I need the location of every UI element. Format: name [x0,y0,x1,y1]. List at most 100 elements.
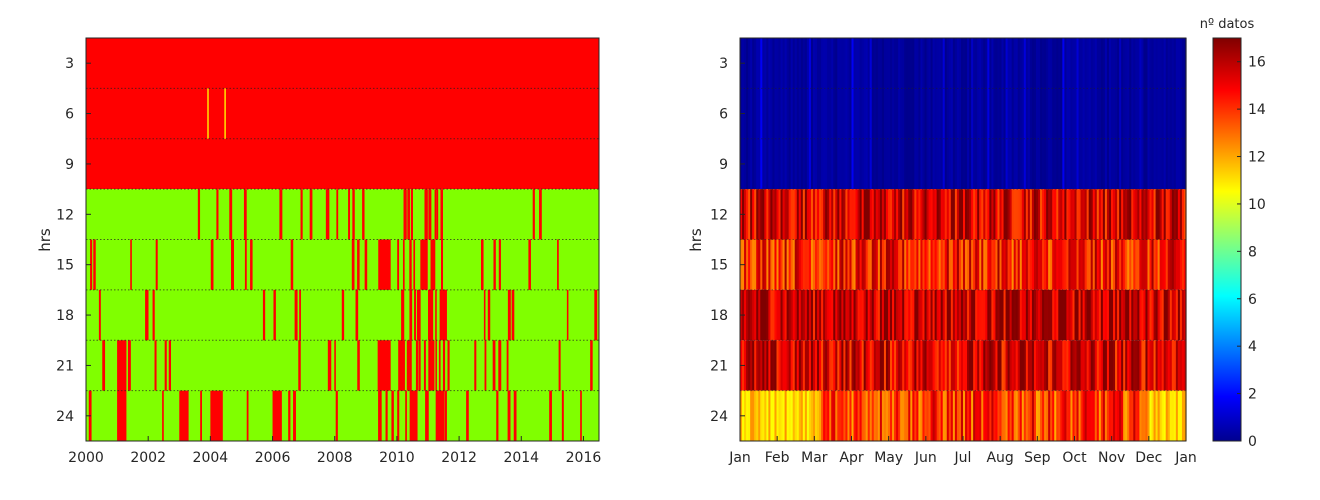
left-missing-stripe [443,289,446,341]
right-heatmap-cell [1094,289,1098,341]
right-heatmap-cell [1054,38,1057,190]
right-heatmap-cell [827,189,830,240]
left-y-tick-label: 21 [56,358,74,374]
right-heatmap-cell [758,390,761,441]
left-missing-stripe [164,340,167,391]
left-missing-stripe [152,289,155,341]
right-heatmap-cell [754,289,757,341]
right-heatmap-cell [1171,390,1175,441]
colorbar-tick-label: 2 [1248,387,1257,403]
right-heatmap-cell [1031,239,1035,290]
right-heatmap-cell [750,340,753,391]
right-heatmap-cell [1070,239,1074,290]
left-missing-stripe [484,340,487,391]
right-heatmap-cell [948,38,952,190]
right-heatmap-cell [1017,38,1021,190]
right-heatmap-cell [873,38,877,190]
right-heatmap-cells [740,38,1187,441]
right-heatmap-cell [1157,38,1161,190]
right-heatmap-cell [973,289,976,341]
left-missing-stripe [426,390,429,441]
right-heatmap-cell [1173,340,1177,391]
right-heatmap-cell [776,390,780,441]
right-heatmap-cell [774,189,778,240]
left-missing-stripe [90,239,93,290]
right-heatmap-cell [867,289,871,341]
right-heatmap-cell [1054,189,1057,240]
right-heatmap-cell [1181,189,1185,240]
right-heatmap-cell [1163,340,1167,391]
right-heatmap-cell [1044,38,1047,190]
right-heatmap-cell [1076,390,1080,441]
right-heatmap-cell [1133,239,1136,290]
right-heatmap-cell [918,189,922,240]
right-heatmap-cell [1117,189,1120,240]
right-heatmap-cell [802,239,806,290]
right-heatmap-cell [896,340,899,391]
right-heatmap-cell [1137,189,1140,240]
right-heatmap-cell [918,390,922,441]
right-heatmap-cell [969,340,972,391]
right-heatmap-cell [983,189,986,240]
right-heatmap-cell [796,390,800,441]
right-heatmap-cell [879,38,883,190]
right-heatmap-cell [1143,289,1147,341]
right-heatmap-cell [932,340,936,391]
right-heatmap-cell [928,239,932,290]
right-heatmap-cell [875,38,879,190]
right-heatmap-cell [859,289,863,341]
right-heatmap-cell [896,289,899,341]
right-heatmap-cell [823,38,826,190]
left-missing-stripe [430,239,433,290]
left-missing-stripe [580,390,582,441]
right-heatmap-cell [1177,189,1181,240]
right-heatmap-cell [1048,340,1051,391]
right-heatmap-cell [1145,390,1149,441]
left-missing-stripe [441,390,444,441]
right-heatmap-cell [1110,390,1114,441]
right-heatmap-cell [1060,289,1063,341]
right-heatmap-cell [948,189,952,240]
right-heatmap-cell [958,340,962,391]
left-missing-stripe [435,289,437,341]
right-heatmap-cell [1169,390,1173,441]
right-heatmap-cell [827,239,830,290]
right-heatmap-cell [1165,189,1169,240]
left-missing-stripe [294,289,298,341]
right-heatmap-cell [812,390,816,441]
right-heatmap-cell [839,390,842,441]
right-heatmap-cell [806,289,810,341]
right-heatmap-cell [841,189,844,240]
right-heatmap-cell [1001,189,1005,240]
right-heatmap-cell [924,38,928,190]
right-heatmap-cell [963,239,966,290]
right-heatmap-cell [748,189,751,240]
right-heatmap-cell [1023,340,1027,391]
right-heatmap-cell [1115,289,1118,341]
right-heatmap-cell [855,340,859,391]
right-heatmap-cell [810,189,814,240]
right-heatmap-cell [798,390,802,441]
right-heatmap-cell [1175,289,1179,341]
left-y-tick-label: 24 [56,409,74,425]
right-heatmap-cell [1181,340,1185,391]
left-missing-stripe [444,289,447,341]
right-heatmap-cell [1113,38,1116,190]
right-heatmap-cell [1127,38,1130,190]
right-x-tick-label: Jan [1174,450,1197,466]
right-heatmap-cell [1066,38,1070,190]
right-heatmap-cell [900,340,903,391]
right-heatmap-cell [914,38,917,190]
right-heatmap-cell [794,289,798,341]
right-heatmap-cell [861,239,865,290]
right-heatmap-cell [1007,38,1011,190]
right-heatmap-cell [1019,340,1023,391]
left-missing-stripe [410,189,413,240]
right-heatmap-cell [946,239,950,290]
left-missing-stripe [341,289,345,341]
right-heatmap-cell [806,38,810,190]
right-heatmap-cell [902,390,905,441]
right-heatmap-cell [922,189,926,240]
right-heatmap-cell [1104,189,1108,240]
right-heatmap-cell [802,390,806,441]
